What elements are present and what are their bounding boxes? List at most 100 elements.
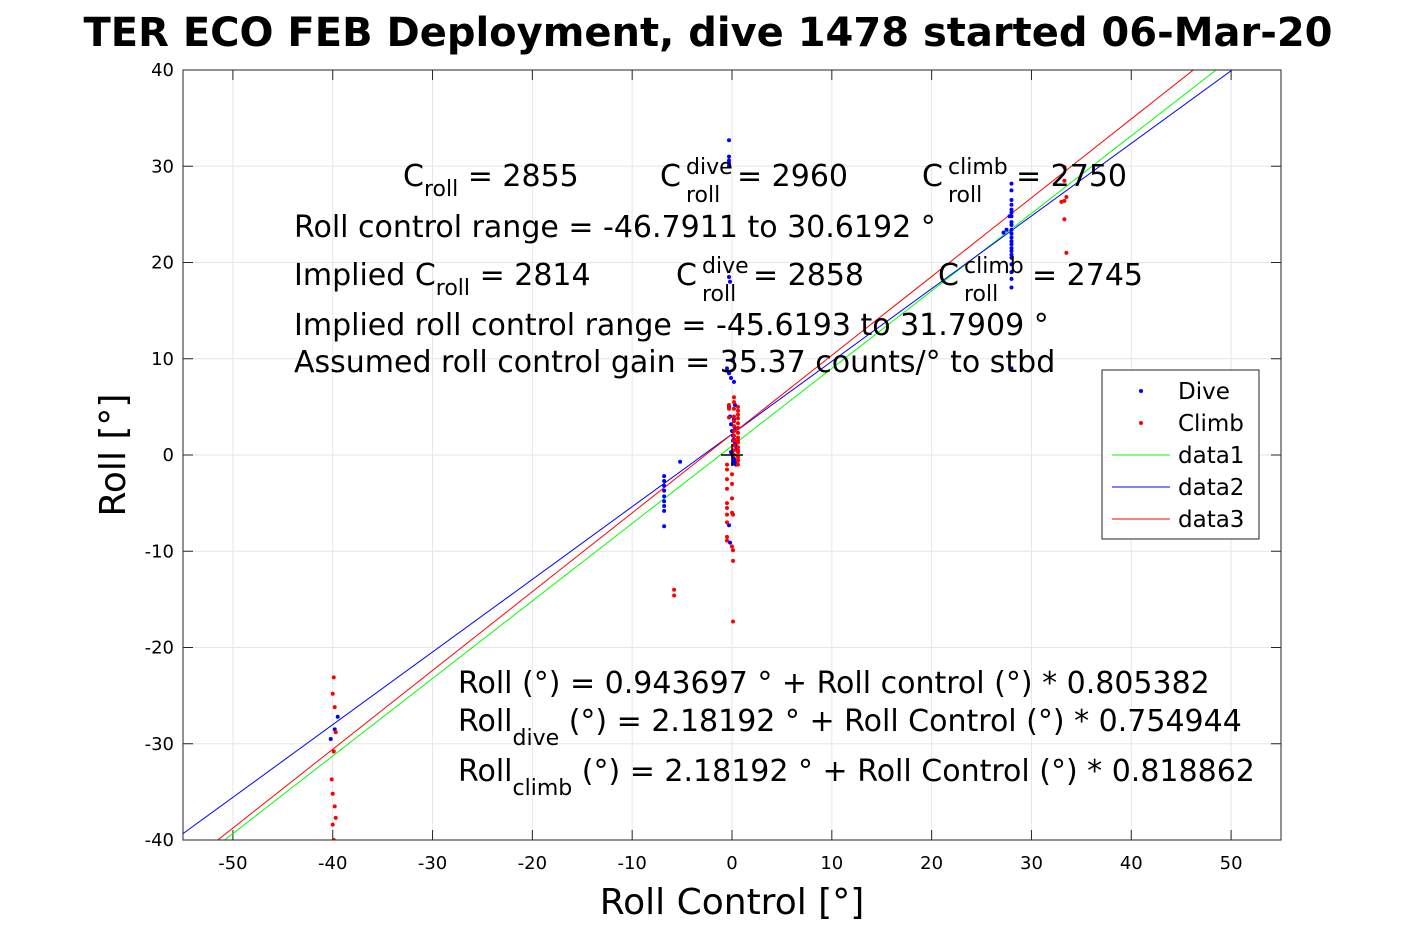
- dive-point: [727, 158, 732, 163]
- dive-point: [729, 422, 734, 427]
- chart-title: TER ECO FEB Deployment, dive 1478 starte…: [83, 10, 1332, 56]
- dive-point: [727, 371, 732, 376]
- c-roll-climb-sup: climb: [948, 155, 1008, 180]
- assumed-gain: Assumed roll control gain = 35.37 counts…: [294, 345, 1055, 380]
- implied-c-dive-value: = 2858: [753, 258, 864, 293]
- dive-point: [725, 366, 730, 371]
- dive-point: [1009, 207, 1014, 212]
- climb-point: [730, 619, 735, 624]
- c-roll-annotation: Croll = 2855: [403, 159, 579, 202]
- dive-point: [1009, 262, 1014, 267]
- climb-point: [731, 428, 736, 433]
- climb-point: [735, 445, 740, 450]
- dive-point: [1009, 366, 1014, 371]
- climb-point: [735, 448, 740, 453]
- climb-point: [735, 462, 740, 467]
- climb-point: [730, 512, 735, 517]
- y-tick-label: -10: [145, 541, 174, 562]
- dive-point: [1007, 214, 1012, 219]
- legend-label-dive: Dive: [1178, 379, 1230, 405]
- climb-point: [730, 544, 734, 549]
- x-axis-label: Roll Control [°]: [600, 882, 865, 923]
- dive-point: [727, 161, 732, 166]
- c-roll-dive-annotation: C: [660, 159, 681, 194]
- dive-point: [1009, 255, 1014, 260]
- climb-point: [735, 454, 740, 459]
- y-tick-label: 0: [163, 445, 174, 466]
- climb-point: [731, 400, 736, 405]
- dive-point: [662, 508, 667, 513]
- climb-point: [735, 438, 740, 443]
- dive-point: [662, 504, 667, 509]
- implied-c-dive-sup: dive: [702, 254, 749, 279]
- x-tick-label: 50: [1220, 853, 1243, 874]
- climb-point: [1062, 165, 1067, 170]
- climb-point: [330, 822, 335, 827]
- data-points: [328, 138, 1069, 840]
- legend: Dive Climb data1 data2 data3: [1101, 369, 1260, 540]
- dive-point: [1009, 270, 1014, 275]
- dive-point: [1009, 222, 1014, 227]
- climb-point: [725, 477, 730, 482]
- climb-point: [1062, 178, 1067, 183]
- climb-point: [331, 675, 336, 680]
- x-tick-label: 0: [726, 853, 737, 874]
- climb-point: [731, 395, 736, 400]
- climb-point: [735, 430, 740, 435]
- dive-point: [1009, 248, 1014, 253]
- climb-point: [731, 424, 736, 429]
- climb-point: [330, 691, 335, 696]
- dive-point: [1009, 239, 1014, 244]
- dive-point: [662, 494, 667, 499]
- climb-point: [735, 421, 740, 426]
- dive-point: [1009, 242, 1014, 247]
- dive-point: [728, 279, 733, 284]
- equation-climb: Rollclimb (°) = 2.18192 ° + Roll Control…: [458, 754, 1255, 801]
- climb-point: [735, 412, 740, 417]
- dive-point: [335, 714, 340, 719]
- dive-point: [729, 376, 734, 380]
- c-roll-dive-sup: dive: [686, 155, 733, 180]
- climb-point: [725, 462, 730, 467]
- climb-point: [725, 486, 730, 491]
- c-roll-dive-sub: roll: [686, 183, 720, 208]
- dive-point: [662, 478, 667, 483]
- climb-point: [725, 467, 730, 472]
- climb-point: [730, 496, 734, 501]
- x-tick-label: -50: [218, 853, 247, 874]
- dive-point: [1009, 181, 1014, 186]
- y-tick-label: -20: [145, 638, 174, 659]
- implied-c-climb: C: [938, 258, 959, 293]
- climb-point: [727, 415, 732, 420]
- climb-point: [672, 593, 677, 598]
- dive-point: [727, 138, 732, 143]
- climb-point: [725, 505, 730, 510]
- climb-point: [1062, 217, 1067, 222]
- climb-point: [725, 538, 730, 543]
- dive-point: [1009, 210, 1014, 215]
- climb-point: [735, 416, 740, 421]
- implied-c-climb-value: = 2745: [1032, 258, 1143, 293]
- dive-point: [728, 540, 733, 545]
- dive-point: [1004, 227, 1009, 232]
- c-roll-climb-sub: roll: [948, 183, 982, 208]
- implied-roll-control-range: Implied roll control range = -45.6193 to…: [294, 308, 1049, 343]
- dive-point: [1009, 202, 1014, 207]
- legend-box: [1101, 369, 1260, 540]
- dive-point: [1009, 231, 1014, 236]
- legend-label-data2: data2: [1178, 475, 1244, 501]
- climb-point: [725, 501, 730, 506]
- y-axis-label: Roll [°]: [93, 394, 134, 517]
- x-tick-label: 10: [820, 853, 843, 874]
- dive-point: [662, 483, 667, 488]
- climb-point: [730, 472, 734, 477]
- climb-point: [725, 512, 730, 517]
- legend-label-data3: data3: [1178, 507, 1244, 533]
- dive-point: [662, 524, 667, 529]
- dive-point: [1009, 252, 1014, 257]
- climb-point: [329, 777, 334, 782]
- climb-point: [735, 435, 740, 440]
- climb-point: [331, 749, 336, 754]
- dive-point: [1009, 197, 1014, 202]
